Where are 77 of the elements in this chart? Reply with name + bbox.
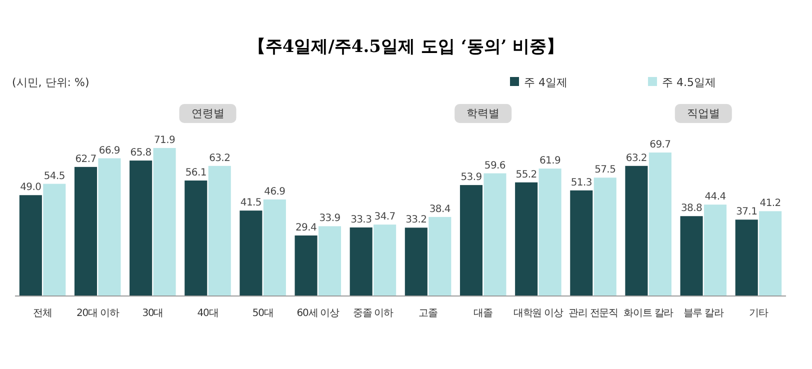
data-label: 33.3 — [350, 214, 372, 226]
data-label: 55.2 — [516, 169, 537, 180]
bar — [153, 148, 176, 296]
bar — [460, 185, 483, 296]
bar — [648, 152, 672, 296]
data-label: 49.0 — [20, 182, 42, 194]
bar — [428, 216, 452, 296]
text: 연령별 — [191, 107, 224, 120]
bar — [318, 226, 342, 296]
data-label: 51.3 — [570, 177, 592, 188]
data-label: 63.2 — [626, 152, 647, 164]
bar — [735, 220, 758, 296]
data-label: 65.8 — [130, 148, 152, 159]
bar — [240, 210, 262, 296]
data-label: 33.9 — [319, 213, 340, 224]
data-label: 37.1 — [736, 206, 758, 218]
x-tick-label: 30대 — [142, 308, 164, 319]
bar — [515, 182, 538, 296]
data-label: 34.7 — [374, 212, 396, 223]
x-tick-label: 대졸 — [474, 308, 494, 319]
x-tick-label: 중졸 이하 — [352, 308, 394, 319]
bar — [43, 184, 66, 296]
data-label: 41.2 — [760, 198, 781, 210]
data-label: 69.7 — [650, 140, 671, 151]
bar — [704, 204, 727, 296]
x-tick-label: 화이트 칼라 — [624, 308, 674, 319]
text: 직업별 — [686, 107, 720, 120]
bar — [594, 178, 616, 296]
bar — [404, 228, 428, 296]
data-label: 29.4 — [295, 222, 317, 234]
data-label: 66.9 — [98, 145, 120, 156]
chart-title: 【주4일제/주4.5일제 도입 ‘동의’ 비중】 — [248, 37, 564, 57]
data-label: 38.8 — [680, 203, 702, 214]
bar — [350, 227, 372, 296]
bar — [484, 173, 506, 296]
x-tick-label: 50대 — [252, 308, 274, 319]
bar — [374, 224, 396, 296]
bar — [74, 166, 98, 296]
data-label: 54.5 — [44, 170, 65, 182]
data-label: 56.1 — [185, 168, 206, 179]
bar — [759, 211, 782, 296]
x-tick-label: 블루 칼라 — [683, 308, 724, 319]
bar — [294, 235, 318, 296]
data-label: 71.9 — [154, 135, 176, 146]
legend-label: 주 4.5일제 — [662, 76, 716, 89]
bar — [130, 160, 152, 296]
x-tick-label: 20대 이하 — [76, 308, 120, 319]
x-tick-label: 고졸 — [418, 308, 438, 319]
bar — [208, 166, 231, 296]
data-label: 53.9 — [460, 172, 482, 184]
bar — [184, 180, 208, 296]
x-tick-label: 대학원 이상 — [513, 308, 564, 319]
data-label: 46.9 — [264, 186, 286, 198]
bar — [680, 216, 703, 296]
data-label: 61.9 — [540, 156, 561, 167]
bar — [538, 168, 562, 296]
data-label: 57.5 — [594, 164, 616, 176]
text: 학력별 — [466, 107, 500, 120]
x-tick-label: 40대 — [197, 308, 218, 319]
data-label: 33.2 — [406, 214, 427, 226]
x-tick-label: 관리 전문직 — [568, 308, 618, 319]
data-label: 44.4 — [704, 192, 726, 203]
bar — [19, 195, 42, 296]
x-tick-label: 기타 — [749, 308, 768, 319]
x-tick-label: 60세 이상 — [296, 308, 340, 319]
data-label: 38.4 — [429, 204, 450, 215]
text: (시민, 단위: %) — [12, 76, 90, 89]
data-label: 62.7 — [75, 154, 96, 165]
bar — [98, 158, 121, 296]
x-tick-label: 전체 — [33, 308, 52, 319]
bar — [570, 190, 593, 296]
data-label: 63.2 — [209, 152, 230, 164]
bar — [625, 166, 648, 296]
legend-label: 주 4일제 — [524, 76, 568, 89]
data-label: 41.5 — [240, 198, 262, 209]
bar — [263, 199, 286, 296]
data-label: 59.6 — [484, 160, 506, 172]
